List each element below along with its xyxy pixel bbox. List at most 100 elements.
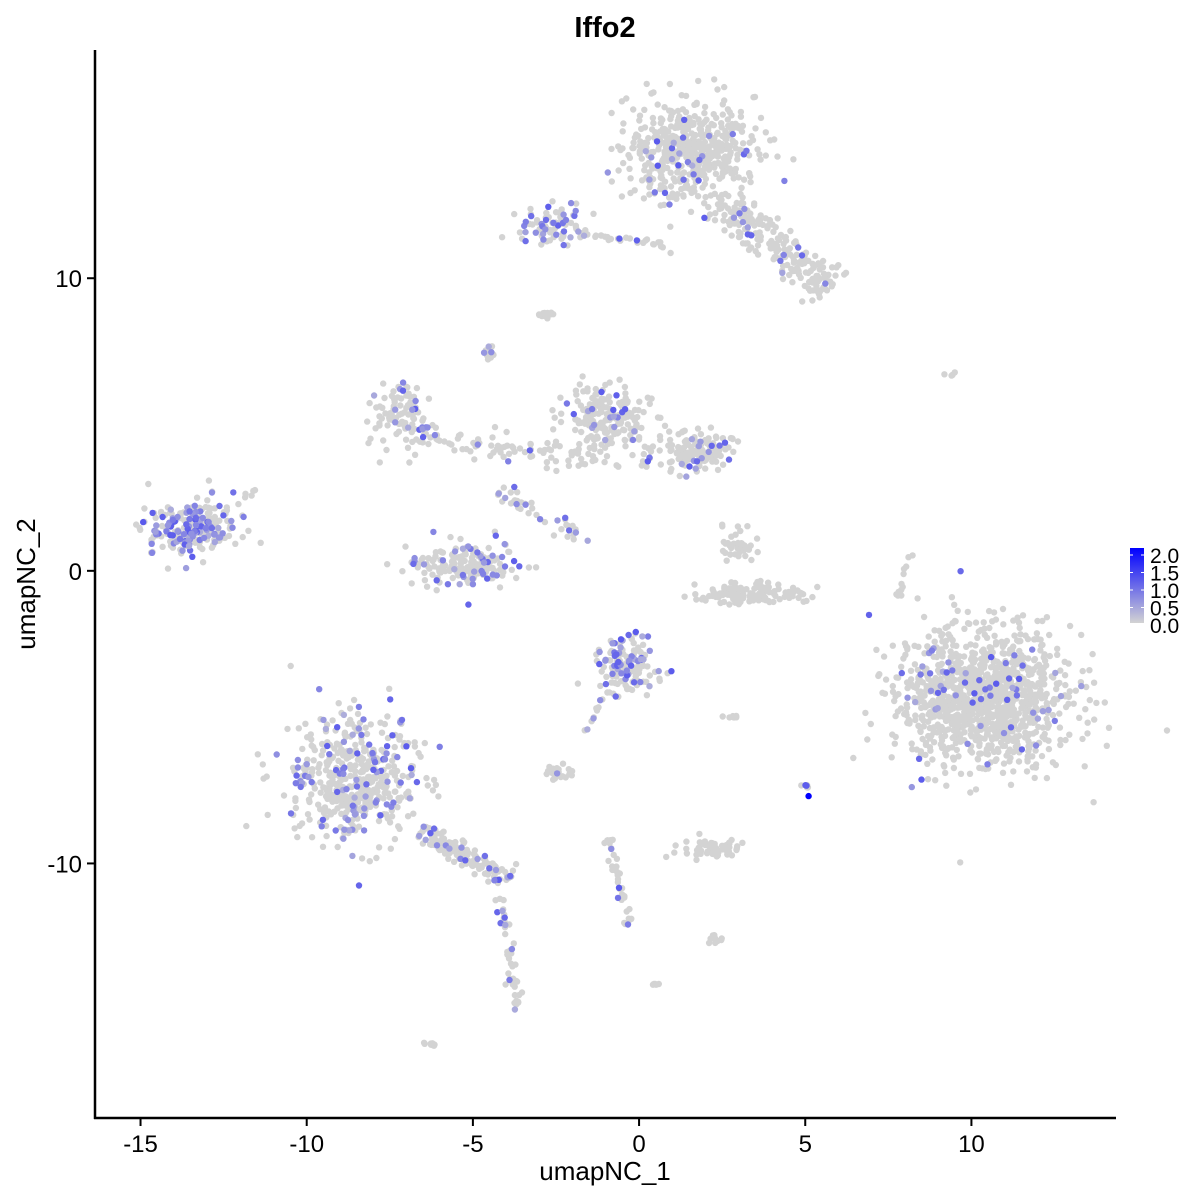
- cell-point: [640, 195, 648, 202]
- cell-point: [920, 699, 927, 706]
- cell-point: [1044, 724, 1051, 731]
- cell-point: [450, 858, 458, 865]
- cell-point: [391, 835, 399, 843]
- cell-point: [879, 689, 886, 696]
- cell-point: [899, 583, 906, 591]
- cell-point: [391, 743, 398, 751]
- cell-point: [717, 452, 724, 460]
- cell-point: [674, 107, 682, 115]
- cell-point: [908, 740, 915, 747]
- expressed-cell-point: [708, 442, 715, 449]
- expressed-cell-point: [413, 778, 421, 786]
- expressed-cell-point: [613, 651, 620, 658]
- cell-point: [352, 741, 359, 749]
- cell-point: [250, 487, 257, 495]
- cell-point: [373, 854, 380, 862]
- cell-point: [894, 674, 902, 681]
- cell-point: [889, 642, 896, 649]
- cell-point: [911, 642, 918, 649]
- cell-point: [621, 893, 628, 900]
- cell-point: [631, 187, 638, 194]
- cell-point: [770, 256, 777, 263]
- cell-point: [558, 526, 565, 533]
- cell-point: [1066, 688, 1074, 695]
- cell-point: [525, 564, 533, 571]
- cell-point: [714, 86, 721, 93]
- cell-point: [722, 127, 729, 135]
- cell-point: [1041, 730, 1048, 738]
- expressed-cell-point: [287, 810, 295, 817]
- cell-point: [655, 146, 662, 153]
- cell-point: [961, 713, 968, 721]
- expressed-cell-point: [340, 770, 347, 777]
- cell-point: [779, 275, 787, 283]
- expressed-cell-point: [485, 343, 492, 350]
- cell-point: [980, 619, 987, 626]
- expressed-cell-point: [646, 647, 653, 654]
- expressed-cell-point: [739, 218, 747, 226]
- expressed-cell-point: [688, 436, 696, 443]
- expressed-cell-point: [491, 877, 498, 884]
- cell-point: [924, 760, 931, 767]
- cell-point: [681, 593, 688, 600]
- expressed-cell-point: [459, 571, 467, 579]
- cell-point: [756, 151, 763, 158]
- cell-point: [757, 589, 765, 596]
- expressed-cell-point: [962, 670, 969, 677]
- cell-point: [725, 848, 732, 855]
- cell-point: [693, 596, 700, 603]
- cell-point: [757, 582, 764, 589]
- cell-point: [295, 725, 302, 732]
- cell-point: [755, 217, 762, 225]
- cell-point: [423, 583, 431, 590]
- cell-point: [816, 288, 823, 296]
- cell-point: [932, 777, 939, 784]
- cell-point: [696, 125, 703, 132]
- cell-point: [380, 380, 387, 387]
- cell-point: [748, 215, 755, 223]
- cell-point: [1010, 735, 1017, 742]
- cell-point: [774, 215, 781, 222]
- expressed-cell-point: [528, 212, 535, 220]
- expressed-cell-point: [229, 524, 236, 531]
- cell-point: [421, 569, 428, 576]
- expressed-cell-point: [940, 686, 947, 693]
- cell-point: [498, 234, 506, 241]
- cell-point: [193, 494, 201, 501]
- cell-point: [511, 991, 519, 999]
- cell-point: [280, 792, 288, 799]
- expressed-cell-point: [508, 945, 516, 953]
- cell-point: [589, 457, 596, 465]
- cell-point: [527, 205, 534, 213]
- cell-point: [1041, 681, 1048, 688]
- cell-point: [425, 440, 432, 448]
- expressed-cell-point: [516, 563, 523, 570]
- expressed-cell-point: [371, 759, 379, 766]
- cell-point: [711, 217, 719, 224]
- cell-point: [943, 717, 950, 724]
- cell-point: [701, 103, 709, 111]
- cell-point: [574, 398, 581, 405]
- cell-point: [719, 111, 726, 118]
- expressed-cell-point: [200, 534, 208, 542]
- cell-point: [950, 764, 958, 772]
- expressed-cell-point: [904, 694, 911, 701]
- cell-point: [386, 685, 393, 692]
- cell-point: [974, 634, 981, 641]
- cell-point: [665, 194, 673, 201]
- cell-point: [395, 823, 402, 830]
- cell-point: [1032, 683, 1039, 690]
- cell-point: [622, 443, 629, 450]
- cell-point: [489, 564, 496, 572]
- cell-point: [661, 422, 669, 429]
- cell-point: [805, 269, 812, 277]
- expressed-cell-point: [584, 537, 591, 544]
- expressed-cell-point: [969, 699, 976, 706]
- cell-point: [948, 636, 956, 643]
- cell-point: [346, 705, 354, 712]
- cell-point: [672, 842, 679, 849]
- cell-point: [1103, 742, 1111, 749]
- expressed-cell-point: [646, 683, 653, 690]
- expressed-cell-point: [668, 145, 676, 152]
- expressed-cell-point: [326, 751, 333, 758]
